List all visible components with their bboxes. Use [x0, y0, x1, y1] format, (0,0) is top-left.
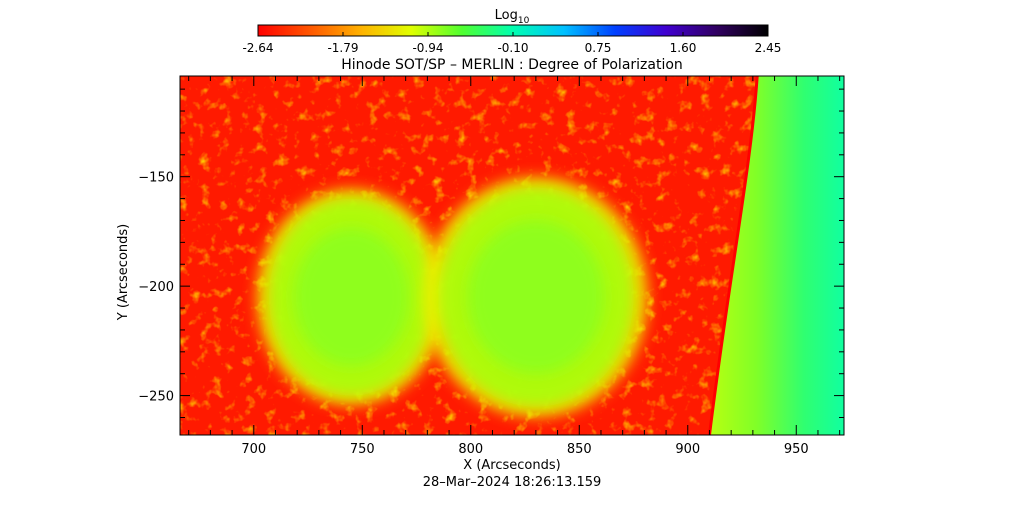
- colorbar-tick-label: -0.10: [497, 41, 528, 55]
- y-tick-label: −200: [138, 280, 174, 295]
- chart-title: Hinode SOT/SP – MERLIN : Degree of Polar…: [341, 57, 683, 73]
- colorbar-tick-label: 0.75: [585, 41, 612, 55]
- plage-center: [293, 228, 410, 367]
- y-tick-label: −250: [138, 390, 174, 405]
- colorbar: Log10 -2.64 -1.79 -0.94 -0.10 0.75 1.60 2.45: [242, 8, 781, 55]
- x-tick-label: 950: [784, 442, 809, 457]
- colorbar-label-subscript: 10: [518, 16, 530, 26]
- colorbar-tick-label: -2.64: [242, 41, 273, 55]
- colorbar-ticks: -2.64 -1.79 -0.94 -0.10 0.75 1.60 2.45: [242, 32, 781, 55]
- plot-frame: [179, 75, 845, 436]
- y-axis: −150 −200 −250: [138, 88, 844, 418]
- colorbar-tick-label: -1.79: [327, 41, 358, 55]
- x-tick-label: 750: [350, 442, 375, 457]
- plage-regions: [256, 176, 649, 418]
- colorbar-label: Log10: [495, 8, 530, 26]
- colorbar-tick-label: -0.94: [412, 41, 443, 55]
- limb-edge: [707, 76, 759, 435]
- y-axis-label: Y (Arcseconds): [116, 224, 131, 321]
- off-limb-region: [709, 76, 844, 435]
- y-tick-label: −150: [138, 171, 174, 186]
- plot-area: [180, 76, 844, 435]
- colorbar-tick-label: 2.45: [755, 41, 782, 55]
- x-tick-label: 700: [241, 442, 266, 457]
- x-tick-label: 900: [675, 442, 700, 457]
- x-axis: 700 750 800 850 900 950: [188, 76, 841, 457]
- x-axis-label: X (Arcseconds): [463, 458, 560, 473]
- x-tick-label: 800: [458, 442, 483, 457]
- colorbar-tick-label: 1.60: [670, 41, 697, 55]
- plage-center: [467, 220, 605, 374]
- x-tick-label: 850: [567, 442, 592, 457]
- date-stamp: 28–Mar–2024 18:26:13.159: [423, 475, 602, 490]
